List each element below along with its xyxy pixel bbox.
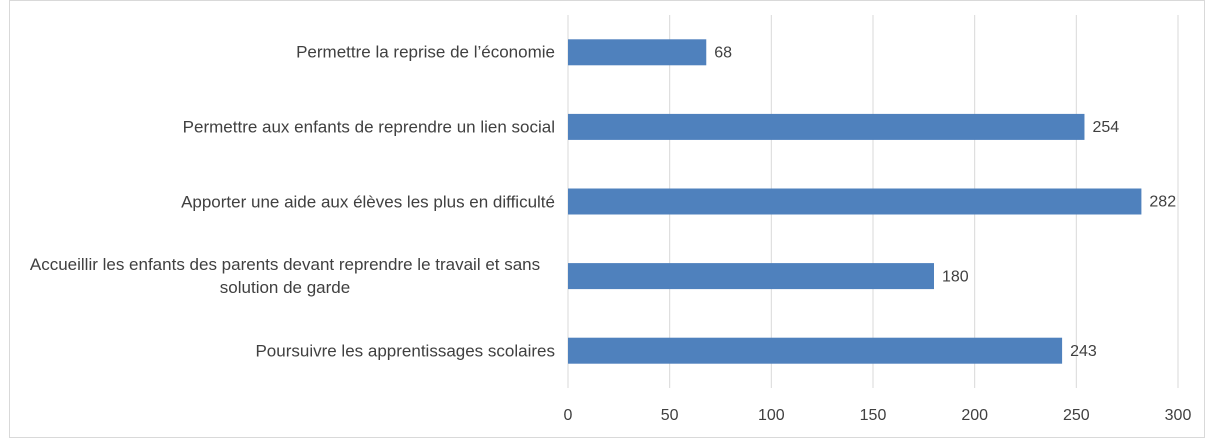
category-label-box: Poursuivre les apprentissages scolaires <box>15 339 555 362</box>
value-label: 180 <box>942 268 969 285</box>
x-tick-label: 200 <box>961 407 988 424</box>
bar <box>568 263 934 290</box>
y-tick-label: Permettre aux enfants de reprendre un li… <box>182 117 555 137</box>
x-tick-label: 150 <box>860 407 887 424</box>
value-label: 282 <box>1149 194 1176 211</box>
category-label-box: Permettre aux enfants de reprendre un li… <box>15 115 555 138</box>
x-tick-label: 50 <box>661 407 679 424</box>
bar <box>568 188 1142 215</box>
category-label-box: Permettre la reprise de l’économie <box>15 41 555 64</box>
bar <box>568 113 1085 140</box>
y-tick-label: Permettre la reprise de l’économie <box>296 42 555 62</box>
value-label: 254 <box>1092 119 1119 136</box>
y-tick-label: Apporter une aide aux élèves les plus en… <box>181 192 555 211</box>
x-tick-label: 0 <box>564 407 573 424</box>
x-tick-label: 100 <box>758 407 785 424</box>
x-tick-label: 250 <box>1063 407 1090 424</box>
chart-border <box>9 0 1205 438</box>
value-label: 243 <box>1070 343 1097 360</box>
y-tick-label: Poursuivre les apprentissages scolaires <box>255 341 555 361</box>
value-label: 68 <box>714 45 732 62</box>
category-label-box: Accueillir les enfants des parents devan… <box>15 253 555 299</box>
bar <box>568 39 707 66</box>
x-tick-label: 300 <box>1165 407 1192 424</box>
category-label-box: Apporter une aide aux élèves les plus en… <box>15 190 555 213</box>
y-tick-label: Accueillir les enfants des parents devan… <box>29 255 541 298</box>
bar <box>568 337 1063 364</box>
